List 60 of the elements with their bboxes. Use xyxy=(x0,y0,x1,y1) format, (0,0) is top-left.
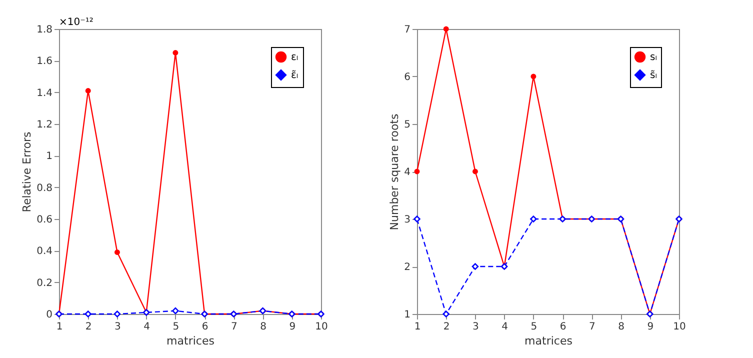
y-tick-label: 1.6 xyxy=(36,56,52,68)
y-tick-label: 1 xyxy=(404,310,410,320)
x-tick-label: 10 xyxy=(315,322,328,332)
y-tick-label: 1.8 xyxy=(36,24,52,36)
y-tick-label: 0.2 xyxy=(36,278,52,289)
x-tick-label: 8 xyxy=(260,322,266,332)
point xyxy=(172,307,179,314)
y-tick-label: 6 xyxy=(404,72,410,83)
x-tick-label: 7 xyxy=(588,322,596,332)
point xyxy=(530,216,537,222)
x-tick-label: 2 xyxy=(85,322,92,332)
x-tick-label: 9 xyxy=(647,322,654,332)
point xyxy=(443,26,449,32)
y-tick-label: 0.8 xyxy=(36,182,52,194)
x-tick-label: 4 xyxy=(502,322,508,332)
point xyxy=(442,310,450,318)
y-tick-label: 0.4 xyxy=(36,246,52,258)
y-axis-title: Number square roots xyxy=(388,114,402,230)
point xyxy=(85,88,91,94)
x-tick-label: 6 xyxy=(202,322,208,332)
point xyxy=(114,310,121,318)
legend-label: εₗ xyxy=(291,52,298,63)
x-tick-label: 6 xyxy=(560,322,566,332)
point xyxy=(472,263,479,270)
text: ×10⁻¹² xyxy=(59,17,94,28)
point xyxy=(84,310,92,318)
y-tick-label: 7 xyxy=(404,24,410,36)
x-tick-label: 10 xyxy=(673,322,686,332)
point xyxy=(414,168,420,174)
x-tick-label: 1 xyxy=(56,322,63,332)
x-tick-label: 1 xyxy=(414,322,421,332)
y-tick-label: 1.2 xyxy=(36,120,52,130)
legend-label: sₗ xyxy=(650,52,658,63)
y-tick-label: 4 xyxy=(404,167,410,178)
point xyxy=(414,216,420,222)
x-axis-title: matrices xyxy=(524,334,573,348)
x-axis-title: matrices xyxy=(166,334,215,348)
x-tick-label: 2 xyxy=(443,322,450,332)
legend-label: s̃ₗ xyxy=(650,70,658,81)
y-tick-label: 5 xyxy=(404,120,410,130)
point xyxy=(172,50,178,56)
x-tick-label: 7 xyxy=(230,322,238,332)
y-tick-label: 2 xyxy=(404,262,410,273)
x-tick-label: 3 xyxy=(114,322,121,332)
y-tick-label: 0 xyxy=(46,310,52,320)
point xyxy=(530,74,536,80)
x-tick-label: 3 xyxy=(472,322,479,332)
y-tick-label: 1.4 xyxy=(36,88,52,99)
y-axis-title: Relative Errors xyxy=(20,132,34,212)
x-tick-label: 4 xyxy=(144,322,150,332)
legend-label: ε̃ₗ xyxy=(291,70,298,81)
y-tick-label: 3 xyxy=(404,214,410,226)
y-tick-label: 0.6 xyxy=(36,214,52,226)
y-tick-label: 1 xyxy=(46,151,52,162)
x-tick-label: 5 xyxy=(530,322,538,332)
point xyxy=(472,168,478,174)
x-tick-label: 8 xyxy=(618,322,624,332)
x-tick-label: 9 xyxy=(289,322,296,332)
point xyxy=(114,250,120,255)
x-tick-label: 5 xyxy=(172,322,180,332)
